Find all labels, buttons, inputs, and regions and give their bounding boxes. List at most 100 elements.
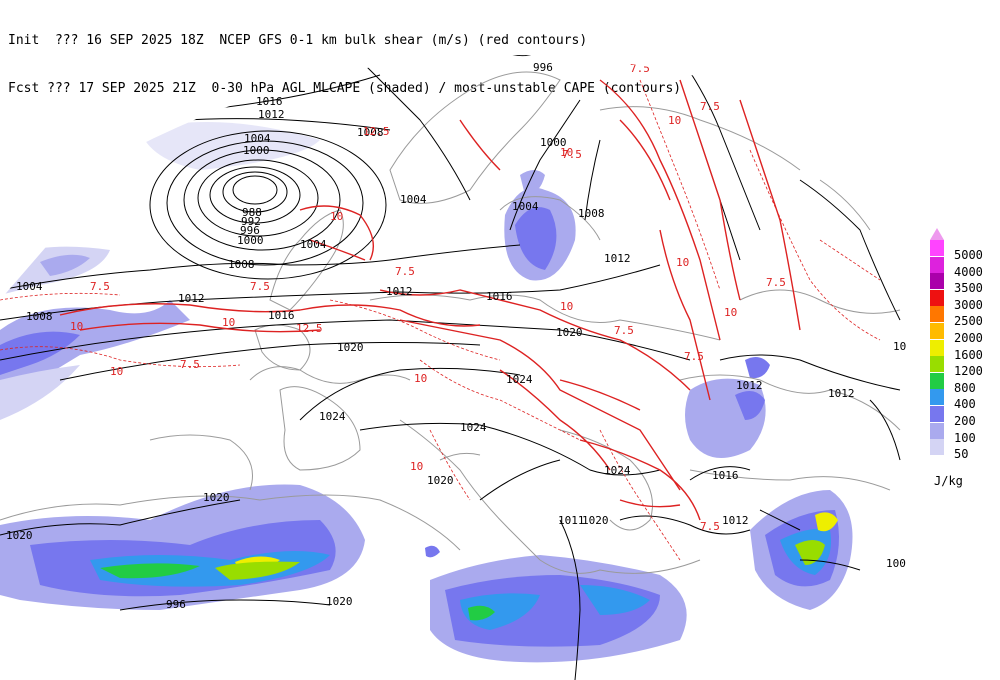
shear-contours-dashed: [0, 79, 881, 561]
shear-label: 7.5: [700, 520, 720, 533]
legend-level: 1600: [930, 339, 1000, 362]
legend-level: 2500: [930, 306, 1000, 328]
legend-swatch: [930, 306, 944, 323]
legend-level: 1200: [930, 356, 1000, 378]
cape-shading: [0, 122, 853, 663]
cape-area-cmed-core: [460, 593, 540, 630]
shear-label: 7.5: [562, 148, 582, 161]
isobar-label: 10: [893, 340, 906, 353]
legend-level: 3000: [930, 289, 1000, 312]
isobar-label: 1020: [556, 326, 583, 339]
isobar-label: 1016: [268, 309, 295, 322]
legend-level: 200: [930, 406, 1000, 428]
isobar-label: 1012: [386, 285, 413, 298]
legend-swatch: [930, 389, 944, 406]
legend-swatch: [930, 323, 944, 339]
isobar-label: 1004: [244, 132, 271, 145]
legend-label: 3000: [954, 297, 983, 312]
cape-area-atlantic: [0, 300, 190, 400]
legend-label: 1200: [954, 364, 983, 379]
shear-contours: [59, 79, 801, 521]
fcst-line: Fcst ??? 17 SEP 2025 21Z 0-30 hPa AGL ML…: [8, 81, 682, 96]
legend-swatch: [930, 356, 944, 373]
shear-label: 10: [560, 300, 573, 313]
isobar-label: 1012: [722, 514, 749, 527]
shear-label: 7.5: [630, 62, 650, 75]
isobar-label: 1020: [427, 474, 454, 487]
isobar-label: 1020: [222, 56, 249, 69]
isobar-label: 1008: [228, 258, 255, 271]
isobar-label: 1024: [319, 410, 346, 423]
isobar-label: 1016: [712, 469, 739, 482]
cape-area-west-top-core: [40, 254, 90, 276]
legend-units: J/kg: [934, 474, 963, 488]
coastlines: [0, 71, 901, 574]
isobar-label: 1012: [828, 387, 855, 400]
cape-area-wmed-green: [100, 563, 200, 579]
isobar-label: 1024: [506, 373, 533, 386]
shear-label: 10: [560, 146, 573, 159]
isobar-label: 1008: [26, 310, 53, 323]
shear-label: 10: [70, 320, 83, 333]
cape-area-emed-yellow: [815, 512, 838, 532]
shear-label: 7.5: [395, 265, 415, 278]
legend-swatch: [930, 289, 944, 306]
isobar-label: 1020: [326, 595, 353, 608]
legend-level: 400: [930, 389, 1000, 411]
isobar-label: 992: [241, 215, 261, 228]
shear-labels: 7.5 10 7.5 10 7.5 10 12.5 10 7.5 10 10 7…: [70, 62, 786, 533]
shear-label: 10: [110, 365, 123, 378]
legend-level: 100: [930, 422, 1000, 445]
map-header: Init ??? 16 SEP 2025 18Z NCEP GFS 0-1 km…: [8, 1, 681, 113]
isobar-label: 1020: [582, 514, 609, 527]
isobar-label: 1008: [578, 207, 605, 220]
cape-area-italy-small: [425, 545, 440, 558]
isobar-label: 1000: [243, 144, 270, 157]
cape-area-atlantic-core: [0, 331, 80, 375]
legend-label: 3500: [954, 281, 983, 296]
isobar-label: 1012: [604, 252, 631, 265]
legend-level: 4000: [930, 256, 1000, 279]
shear-label: 7.5: [180, 358, 200, 371]
isobar-label: 1004: [16, 280, 43, 293]
shear-label: 7.5: [90, 280, 110, 293]
isobar-label: 1012: [178, 292, 205, 305]
shear-label: 7.5: [684, 350, 704, 363]
shear-label: 10: [410, 460, 423, 473]
cape-area-crimea: [745, 356, 770, 379]
legend-swatch: [930, 339, 944, 356]
legend-swatch: [930, 256, 944, 273]
shear-label: 7.5: [766, 276, 786, 289]
isobar-label: 996: [533, 61, 553, 74]
legend-label: 400: [954, 397, 976, 412]
cape-area-emed-green: [795, 540, 825, 565]
isobar-label: 1004: [300, 238, 327, 251]
isobar-label: 1004: [400, 193, 427, 206]
legend-label: 5000: [954, 248, 983, 262]
legend-swatch: [930, 240, 944, 256]
shear-label: 10: [676, 256, 689, 269]
legend-level: 5000: [930, 240, 1000, 262]
isobar-label: 1011: [558, 514, 585, 527]
isobar-label: 988: [242, 206, 262, 219]
isobar-label: 1000: [540, 136, 567, 149]
legend-swatch: [930, 273, 944, 290]
isobar-label: 1020: [6, 529, 33, 542]
legend-level: 50: [930, 439, 1000, 461]
shear-label: 10: [668, 114, 681, 127]
legend-label: 200: [954, 414, 976, 428]
isobar-label: 100: [886, 557, 906, 570]
cape-area-baltic-core: [515, 207, 557, 270]
legend-label: 100: [954, 430, 976, 445]
isobar-labels: 1020 996 1016 1012 1008 1004 1000 988 99…: [6, 56, 906, 611]
shear-label: 7.5: [250, 280, 270, 293]
isobar-label: 1024: [604, 464, 631, 477]
shear-label: 7.5: [614, 324, 634, 337]
cape-area-cmed-east: [580, 585, 650, 615]
isobar-label: 1004: [512, 200, 539, 213]
legend-label: 4000: [954, 264, 983, 279]
shear-label: 12.5: [363, 125, 390, 138]
shear-label: 7.5: [700, 100, 720, 113]
legend-swatch: [930, 422, 944, 439]
legend-label: 2500: [954, 314, 983, 329]
